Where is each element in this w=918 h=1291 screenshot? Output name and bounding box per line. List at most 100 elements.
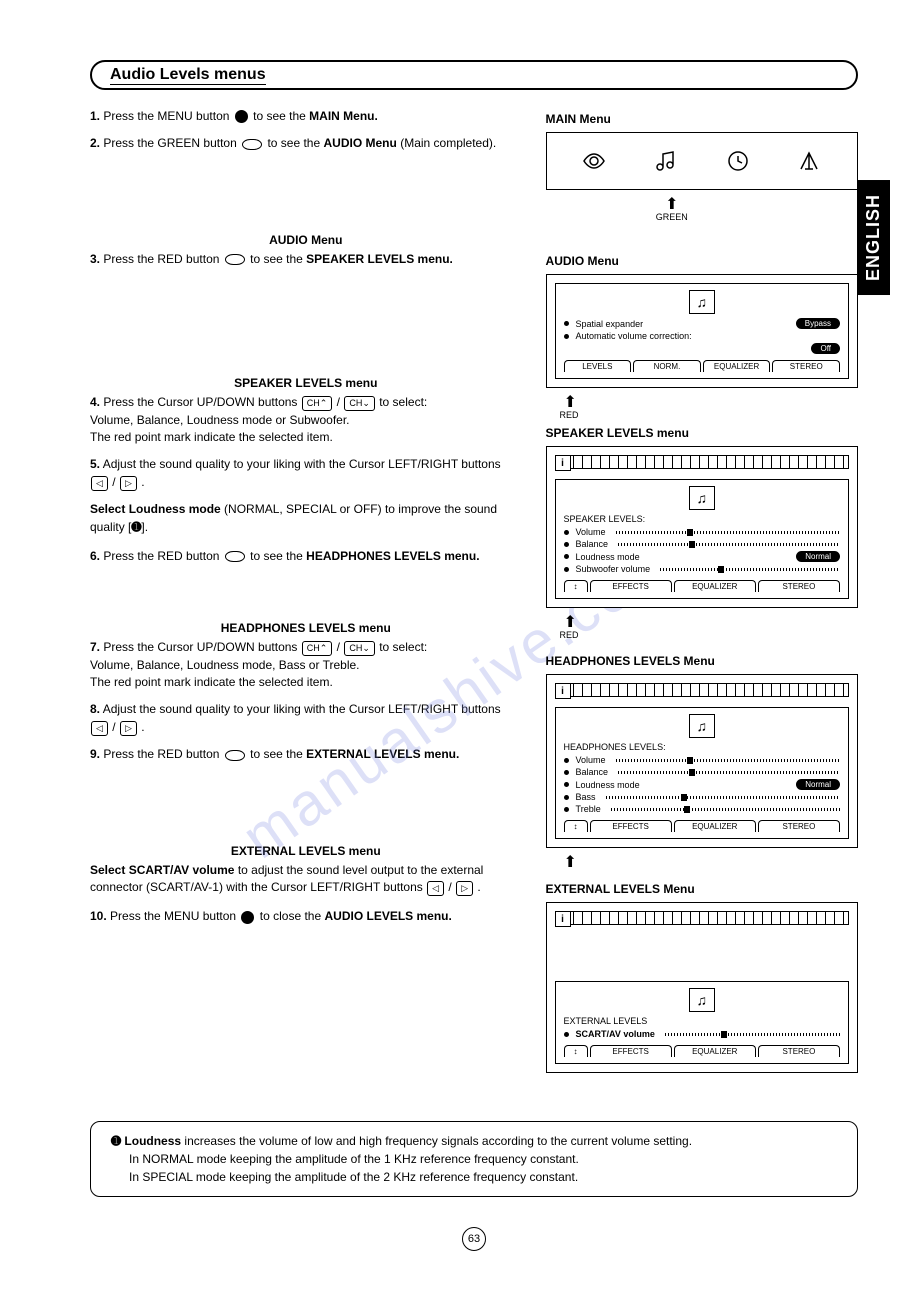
slider-icon	[618, 771, 840, 774]
text: Adjust the sound quality to your liking …	[103, 457, 501, 471]
step-8: 8. Adjust the sound quality to your liki…	[90, 701, 522, 736]
text: to see the	[250, 549, 303, 563]
text-bold: AUDIO Menu	[324, 136, 397, 150]
step-num: 4.	[90, 395, 100, 409]
step-6: 6. Press the RED button to see the HEADP…	[90, 548, 522, 565]
red-caption: RED	[560, 630, 858, 640]
tab: STEREO	[772, 360, 840, 372]
loudness-select: Select Loudness mode (NORMAL, SPECIAL or…	[90, 501, 522, 536]
ch-down-key: CH⌄	[344, 641, 375, 656]
left-key: ◁	[91, 721, 108, 736]
row-label: Spatial expander	[576, 319, 644, 329]
arrow-icon: ⬆	[486, 194, 858, 214]
right-key: ▷	[120, 721, 137, 736]
menu-button-icon	[241, 911, 254, 924]
text: The red point mark indicate the selected…	[90, 430, 333, 444]
step-2: 2. Press the GREEN button to see the AUD…	[90, 135, 522, 152]
slider-icon	[611, 808, 840, 811]
right-key: ▷	[120, 476, 137, 491]
footnote-bold: Loudness	[124, 1134, 181, 1148]
ch-down-key: CH⌄	[344, 396, 375, 411]
text: Press the Cursor UP/DOWN buttons	[103, 640, 297, 654]
step-num: 9.	[90, 747, 100, 761]
text-bold: SPEAKER LEVELS menu.	[306, 252, 453, 266]
step-9: 9. Press the RED button to see the EXTER…	[90, 746, 522, 763]
pill: Bypass	[796, 318, 840, 329]
step-1: 1. Press the MENU button to see the MAIN…	[90, 108, 522, 125]
music-note-icon: ♫	[689, 290, 715, 314]
step-4: 4. Press the Cursor UP/DOWN buttons CH⌃ …	[90, 394, 522, 446]
step-num: 1.	[90, 109, 100, 123]
panel-heading: SPEAKER LEVELS:	[564, 514, 840, 524]
audio-menu-panel: ♫ Spatial expander Bypass Automatic volum…	[546, 274, 858, 388]
antenna-icon	[795, 149, 823, 173]
tab-arrow: ↕	[564, 1045, 588, 1057]
slider-icon	[618, 543, 840, 546]
pill: Off	[811, 343, 840, 354]
pill: Normal	[796, 551, 840, 562]
row-label: Bass	[576, 792, 596, 802]
info-bar	[555, 683, 849, 697]
music-note-icon: ♫	[689, 486, 715, 510]
headphones-heading: HEADPHONES LEVELS menu	[90, 621, 522, 635]
arrow-icon: ⬆	[564, 392, 858, 412]
speaker-menu-label: SPEAKER LEVELS menu	[546, 426, 858, 440]
tab: LEVELS	[564, 360, 632, 372]
text: Press the GREEN button	[103, 136, 236, 150]
row-label: SCART/AV volume	[576, 1029, 655, 1039]
text: to see the	[250, 252, 303, 266]
text: to select:	[379, 395, 427, 409]
page-number-value: 63	[462, 1227, 486, 1251]
text: Press the Cursor UP/DOWN buttons	[103, 395, 297, 409]
eye-icon	[580, 149, 608, 173]
step-num: 8.	[90, 702, 100, 716]
step-num: 5.	[90, 457, 100, 471]
text: to see the	[250, 747, 303, 761]
panel-heading: EXTERNAL LEVELS	[564, 1016, 840, 1026]
row-label: Subwoofer volume	[576, 564, 651, 574]
step-7: 7. Press the Cursor UP/DOWN buttons CH⌃ …	[90, 639, 522, 691]
row-label: Balance	[576, 539, 609, 549]
info-bar	[555, 911, 849, 925]
tab: EFFECTS	[590, 820, 672, 832]
instructions-column: 1. Press the MENU button to see the MAIN…	[90, 108, 522, 1081]
audio-menu-heading: AUDIO Menu	[90, 233, 522, 247]
tab: EQUALIZER	[703, 360, 771, 372]
diagrams-column: MAIN Menu ⬆ GREEN AUDIO Menu ♫ Spatial e…	[546, 108, 858, 1081]
footnote-text: increases the volume of low and high fre…	[181, 1134, 692, 1148]
text: Press the MENU button	[103, 109, 229, 123]
red-button-icon	[225, 254, 245, 265]
text: Volume, Balance, Loudness mode, Bass or …	[90, 658, 360, 672]
text-bold: AUDIO LEVELS menu.	[325, 909, 452, 923]
text: Press the RED button	[103, 549, 219, 563]
step-num: 10.	[90, 909, 107, 923]
slider-icon	[616, 531, 840, 534]
text-bold: Select Loudness mode	[90, 502, 221, 516]
music-note-icon: ♫	[689, 988, 715, 1012]
speaker-heading: SPEAKER LEVELS menu	[90, 376, 522, 390]
step-num: 3.	[90, 252, 100, 266]
red-button-icon	[225, 551, 245, 562]
footnote-text: In NORMAL mode keeping the amplitude of …	[129, 1150, 579, 1168]
row-label: Balance	[576, 767, 609, 777]
step-num: 7.	[90, 640, 100, 654]
text: The red point mark indicate the selected…	[90, 675, 333, 689]
menu-button-icon	[235, 110, 248, 123]
language-tab: ENGLISH	[857, 180, 890, 295]
arrow-icon: ⬆	[564, 852, 858, 872]
slider-icon	[665, 1033, 840, 1036]
headphones-menu-panel: ♫ HEADPHONES LEVELS: Volume Balance Loud…	[546, 674, 858, 848]
music-note-icon: ♫	[689, 714, 715, 738]
external-menu-panel: ♫ EXTERNAL LEVELS SCART/AV volume ↕ EFFE…	[546, 902, 858, 1073]
audio-menu-label: AUDIO Menu	[546, 254, 858, 268]
text: Volume, Balance, Loudness mode or Subwoo…	[90, 413, 350, 427]
main-menu-panel	[546, 132, 858, 190]
tab-arrow: ↕	[564, 820, 588, 832]
speaker-menu-panel: ♫ SPEAKER LEVELS: Volume Balance Loudnes…	[546, 446, 858, 608]
tab: EFFECTS	[590, 580, 672, 592]
row-label: Loudness mode	[576, 552, 640, 562]
text: (Main completed).	[400, 136, 496, 150]
arrow-icon: ⬆	[564, 612, 858, 632]
row-label: Automatic volume correction:	[576, 331, 692, 341]
section-title: Audio Levels menus	[90, 60, 858, 90]
